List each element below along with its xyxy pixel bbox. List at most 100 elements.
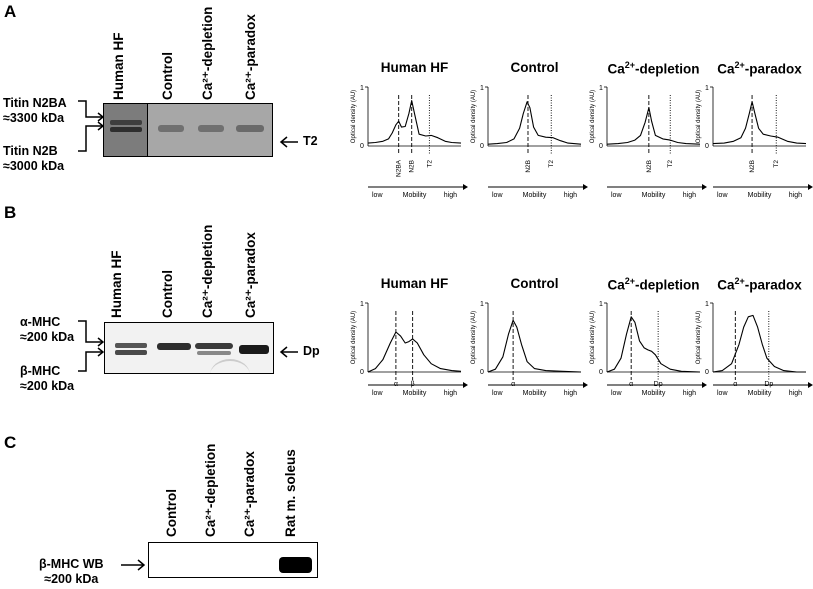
peak-label: α — [394, 381, 398, 388]
plot-title-main: Ca — [607, 61, 625, 77]
titin-n2ba-label: Titin N2BA ≈3300 kDa — [3, 96, 67, 126]
plot-title: Human HF — [348, 276, 481, 291]
y-tick-label: 0 — [705, 369, 709, 376]
y-tick-label: 1 — [360, 301, 364, 308]
arrow-right-icon — [463, 184, 468, 190]
mobility-label: Mobility — [523, 390, 547, 397]
y-tick-label: 0 — [360, 143, 364, 150]
y-tick-label: 1 — [705, 85, 709, 92]
peak-label: N2BA — [396, 159, 403, 177]
band-n2b — [110, 127, 142, 132]
peak-label: Dp — [654, 381, 663, 388]
band-beta-mhc — [279, 557, 312, 573]
panel-letter-a: A — [4, 2, 17, 21]
y-tick-label: 0 — [480, 143, 484, 150]
peak-label: T2 — [548, 160, 555, 168]
density-profile — [367, 100, 462, 144]
mobility-label: Mobility — [523, 192, 547, 199]
mobility-label: Mobility — [748, 192, 772, 199]
label-line: Titin N2B — [3, 144, 58, 158]
plot-title: Ca2+-depletion — [587, 60, 720, 77]
mobility-label: Mobility — [642, 390, 666, 397]
mobility-label: Mobility — [403, 192, 427, 199]
plot-title-main: Ca — [607, 277, 625, 293]
mobility-high-label: high — [444, 192, 457, 199]
plot-title-main: Human HF — [380, 60, 449, 75]
arrow-left-icon — [279, 136, 298, 148]
band-n2ba — [110, 120, 142, 125]
peak-label: Dp — [764, 381, 773, 388]
plot-title: Control — [468, 276, 601, 291]
mobility-low-label: low — [372, 192, 383, 199]
t2-label: T2 — [303, 134, 318, 148]
density-profile — [487, 101, 582, 145]
band-alpha — [115, 343, 147, 348]
plot-title-end: -depletion — [635, 61, 700, 77]
peak-label: N2B — [409, 160, 416, 173]
mobility-label: Mobility — [748, 390, 772, 397]
mobility-high-label: high — [683, 390, 696, 397]
mobility-label: Mobility — [642, 192, 666, 199]
plot-title: Ca2+-paradox — [693, 276, 813, 293]
y-tick-label: 1 — [480, 85, 484, 92]
dp-label: Dp — [303, 344, 320, 358]
y-tick-label: 1 — [705, 301, 709, 308]
y-tick-label: 0 — [705, 143, 709, 150]
label-line: β-MHC — [20, 364, 61, 378]
western-blot — [148, 542, 318, 578]
plot-title-main: Ca — [717, 61, 735, 77]
peak-label: N2B — [646, 160, 653, 173]
density-profile — [606, 316, 701, 373]
arrow-right-icon — [808, 184, 813, 190]
density-profile — [367, 331, 462, 373]
titin-n2b-label: Titin N2B ≈3000 kDa — [3, 144, 64, 174]
label-line: β-MHC WB — [39, 557, 104, 571]
density-profile — [606, 107, 701, 145]
alpha-mhc-label: α-MHC ≈200 kDa — [20, 315, 74, 345]
plot-title-main: Control — [510, 276, 559, 291]
plot-title-main: Control — [510, 60, 559, 75]
mobility-low-label: low — [492, 390, 503, 397]
density-profile — [712, 101, 807, 145]
mobility-high-label: high — [564, 390, 577, 397]
arrow-left-icon — [279, 346, 298, 358]
density-profile — [712, 314, 806, 373]
plot-title: Control — [468, 60, 601, 75]
peak-label: α — [511, 381, 515, 388]
arrow-right-icon — [583, 184, 588, 190]
band-beta — [115, 350, 147, 355]
label-line: ≈200 kDa — [20, 379, 75, 393]
arrow-right-icon — [463, 382, 468, 388]
peak-label: α — [733, 381, 737, 388]
arrow-right-icon — [702, 382, 707, 388]
peak-label: N2B — [749, 160, 756, 173]
gel-smear — [210, 359, 250, 373]
plot-title-sup: 2+ — [624, 276, 636, 286]
plot-title-end: -depletion — [635, 277, 700, 293]
label-line: ≈3300 kDa — [3, 111, 65, 125]
peak-label: T2 — [667, 160, 674, 168]
panel-letter-c: C — [4, 433, 17, 452]
panel-letter-b: B — [4, 203, 17, 222]
titin-gel — [103, 103, 273, 157]
bracket-arrows — [78, 100, 104, 152]
label-line: ≈3000 kDa — [3, 159, 65, 173]
y-axis-label: Optical density (AU) — [471, 311, 477, 364]
plot-title-main: Human HF — [380, 276, 449, 291]
mobility-high-label: high — [789, 192, 802, 199]
mobility-low-label: low — [492, 192, 503, 199]
mobility-low-label: low — [717, 192, 728, 199]
arrow-right-icon — [702, 184, 707, 190]
plot-title: Ca2+-depletion — [587, 276, 720, 293]
label-line: ≈200 kDa — [20, 330, 75, 344]
y-tick-label: 0 — [480, 369, 484, 376]
band-alpha — [195, 343, 233, 349]
mobility-low-label: low — [717, 390, 728, 397]
density-profile — [487, 319, 582, 373]
band-n2b — [236, 125, 264, 132]
peak-label: N2B — [525, 160, 532, 173]
mhc-gel — [104, 322, 274, 374]
arrow-right-icon — [808, 382, 813, 388]
